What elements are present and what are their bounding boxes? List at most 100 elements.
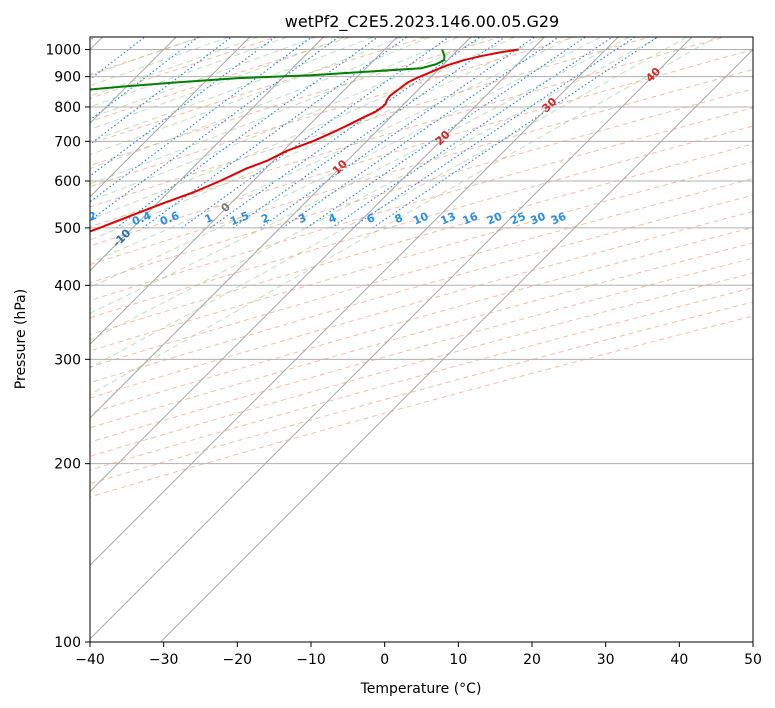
mixing-ratio-label: 4 — [326, 211, 338, 226]
y-axis-ticks: 100 200 300 400 500 600 700 800 900 1000 — [45, 43, 90, 651]
isotherm-line — [90, 37, 251, 198]
x-tick-label: −10 — [296, 652, 326, 668]
mixing-ratio-label: 16 — [461, 210, 480, 228]
x-tick-label: 0 — [380, 652, 389, 668]
isotherm-line — [90, 37, 324, 272]
x-tick-label: 10 — [449, 652, 467, 668]
isotherm-line — [90, 37, 472, 419]
mixing-ratio-label: 1.5 — [228, 209, 251, 228]
sounding-series — [90, 48, 519, 233]
isotherm-line — [160, 48, 753, 642]
y-axis-title: Pressure (hPa) — [13, 289, 29, 389]
mixing-ratio-label: 30 — [528, 210, 547, 228]
mixing-ratio-label: 20 — [485, 210, 504, 228]
mixing-ratio-label: 13 — [439, 210, 458, 228]
mixing-ratio-lines — [90, 37, 659, 229]
dry-adiabat-line — [90, 37, 426, 145]
moist-adiabat-line — [90, 37, 230, 87]
mixing-ratio-line — [90, 37, 313, 203]
moist-adiabat-line — [90, 37, 717, 396]
moist-adiabat-line — [90, 37, 317, 119]
dry-adiabat-line — [90, 37, 501, 167]
dry-adiabat-line — [90, 272, 753, 457]
moist-adiabat-line — [90, 37, 487, 202]
y-tick-label: 300 — [54, 352, 81, 368]
y-tick-label: 200 — [54, 457, 81, 473]
y-tick-label: 900 — [54, 70, 81, 86]
y-tick-label: 700 — [54, 134, 81, 150]
x-tick-label: 30 — [597, 652, 615, 668]
dry-adiabat-line — [90, 226, 753, 414]
y-tick-label: 100 — [54, 635, 81, 651]
mixing-ratio-line — [90, 37, 339, 222]
y-tick-label: 800 — [54, 100, 81, 116]
mixing-ratio-label: 25 — [509, 210, 528, 228]
x-axis-title: Temperature (°C) — [360, 681, 482, 697]
chart-title: wetPf2_C2E5.2023.146.00.05.G29 — [285, 12, 559, 32]
mixing-ratio-label: 8 — [393, 211, 405, 226]
dry-adiabat-line — [90, 37, 202, 75]
dry-adiabat-line — [90, 194, 753, 384]
mixing-ratio-label: 36 — [549, 210, 568, 228]
y-tick-label: 600 — [54, 174, 81, 190]
y-tick-label: 500 — [54, 221, 81, 237]
isotherm-line — [90, 37, 693, 640]
mixing-ratio-line — [372, 37, 659, 229]
moist-adiabat-line — [90, 37, 601, 288]
x-axis-ticks: −40 −30 −20 −10 0 10 20 30 40 50 — [75, 642, 762, 668]
isobar-gridlines — [90, 49, 753, 642]
x-tick-label: 40 — [670, 652, 688, 668]
mixing-ratio-line — [282, 37, 560, 229]
isotherm-line — [90, 37, 619, 566]
dry-adiabat-line — [90, 37, 351, 123]
mixing-ratio-label: 10 — [411, 210, 430, 228]
x-tick-label: −40 — [75, 652, 105, 668]
temperature-line — [90, 48, 519, 233]
dry-adiabat-line — [90, 242, 753, 429]
moist-adiabat-line — [90, 37, 402, 156]
isotherm-label: 40 — [643, 65, 663, 85]
isotherm-line — [90, 37, 545, 493]
x-tick-label: 50 — [744, 652, 762, 668]
moist-adiabat-line — [90, 37, 431, 170]
mixing-ratio-line — [90, 37, 145, 81]
mixing-ratio-line — [306, 37, 586, 229]
moist-adiabat-line — [90, 37, 544, 241]
mixing-ratio-label: 2 — [259, 211, 271, 226]
moist-adiabats — [90, 37, 717, 396]
moist-adiabat-line — [90, 37, 516, 220]
moist-adiabat-line — [90, 37, 288, 108]
mixing-ratio-label: 1 — [203, 211, 215, 226]
dry-adiabat-line — [90, 315, 753, 498]
x-tick-label: −30 — [149, 652, 179, 668]
mixing-ratio-line — [232, 37, 506, 229]
mixing-ratio-label: 3 — [296, 211, 308, 226]
isotherm-label: -20 — [2, 261, 25, 284]
mixing-ratio-label: 6 — [365, 211, 377, 226]
moist-adiabat-line — [90, 37, 659, 341]
dry-adiabat-line — [90, 37, 650, 208]
dry-adiabat-line — [90, 37, 725, 228]
moist-adiabat-line — [90, 37, 573, 264]
dry-adiabat-line — [90, 37, 576, 188]
mixing-ratio-line — [90, 37, 95, 42]
y-tick-label: 400 — [54, 278, 81, 294]
plot-frame — [89, 36, 754, 643]
mixing-ratio-line — [209, 37, 481, 229]
x-tick-label: 20 — [523, 652, 541, 668]
mixing-ratio-line — [115, 37, 379, 229]
mixing-ratio-label: 0.2 — [76, 209, 99, 228]
x-tick-label: −20 — [223, 652, 253, 668]
mixing-ratio-line — [330, 37, 613, 229]
plot-area: -100-90-80-70-60-50-40-30-20-10010203040… — [2, 37, 753, 642]
moist-adiabat-line — [90, 37, 630, 314]
isotherm-label: 0 — [218, 200, 233, 215]
mixing-ratio-line — [90, 37, 276, 177]
moist-adiabat-line — [90, 37, 200, 76]
isotherm-gridlines — [90, 37, 753, 642]
mixing-ratio-line — [351, 37, 636, 229]
dry-adiabat-line — [90, 160, 753, 352]
mixing-ratio-line — [90, 37, 232, 146]
y-tick-label: 1000 — [45, 43, 81, 59]
